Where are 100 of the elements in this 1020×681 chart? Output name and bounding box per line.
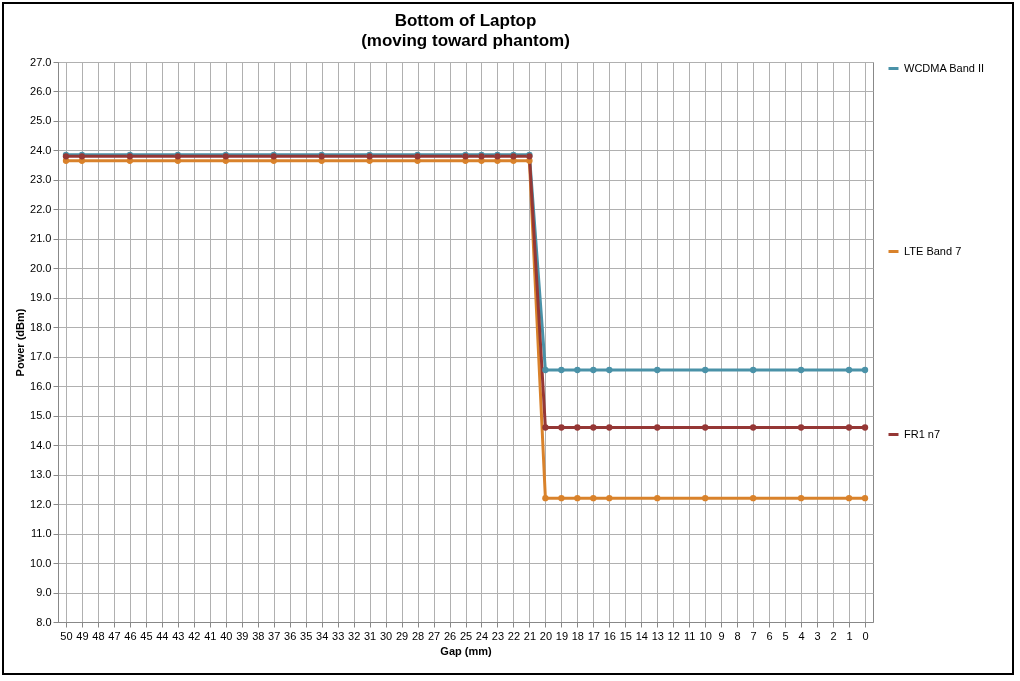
x-tick-label: 17 — [587, 629, 600, 642]
point — [590, 424, 597, 431]
x-axis-title: Gap (mm) — [440, 644, 492, 657]
x-tick-label: 35 — [300, 629, 313, 642]
point — [845, 424, 853, 431]
point — [845, 495, 853, 502]
y-axis-title: Power (dBm) — [14, 308, 27, 377]
point — [574, 366, 581, 374]
point — [542, 424, 549, 431]
x-tick-label: 34 — [316, 629, 329, 642]
x-tick-label: 50 — [60, 629, 73, 642]
point — [542, 495, 549, 502]
point — [558, 495, 565, 502]
x-tick-label: 16 — [603, 629, 616, 642]
x-tick-label: 40 — [220, 629, 233, 642]
x-tick-label: 37 — [268, 629, 281, 642]
y-tick-label: 26.0 — [30, 84, 52, 97]
x-tick-label: 31 — [363, 629, 377, 642]
x-tick-label: 45 — [140, 629, 153, 642]
point — [861, 495, 869, 502]
chart-subtitle: (moving toward phantom) — [361, 31, 570, 50]
point — [749, 366, 757, 374]
y-tick-label: 12.0 — [30, 497, 52, 510]
point — [606, 424, 613, 431]
point — [749, 495, 757, 502]
point — [590, 366, 597, 374]
x-tick-label: 3 — [814, 629, 821, 642]
x-tick-label: 23 — [491, 629, 505, 642]
y-tick-label: 21.0 — [30, 232, 52, 245]
x-tick-label: 32 — [348, 629, 361, 642]
y-tick-label: 23.0 — [30, 173, 52, 186]
x-tick-label: 15 — [619, 629, 632, 642]
point — [749, 424, 757, 431]
y-tick-label: 17.0 — [30, 350, 52, 363]
point — [606, 495, 613, 502]
x-tick-label: 38 — [252, 629, 265, 642]
x-tick-label: 18 — [571, 629, 584, 642]
x-tick-label: 33 — [332, 629, 345, 642]
point — [574, 424, 581, 431]
point — [606, 366, 613, 374]
y-tick-label: 13.0 — [30, 468, 52, 481]
x-tick-label: 46 — [124, 629, 137, 642]
point — [558, 366, 565, 374]
y-tick-label: 11.0 — [30, 527, 52, 540]
x-tick-label: 8 — [734, 629, 741, 642]
x-tick-label: 9 — [718, 629, 725, 642]
point — [845, 366, 853, 374]
y-tick-label: 27.0 — [30, 55, 52, 68]
point — [558, 424, 565, 431]
x-tick-label: 24 — [475, 629, 489, 642]
point — [702, 495, 709, 502]
x-tick-label: 19 — [555, 629, 569, 642]
x-tick-label: 4 — [798, 629, 805, 642]
point — [654, 424, 661, 431]
legend-label: WCDMA Band II — [904, 61, 985, 74]
point — [797, 424, 805, 431]
x-tick-label: 44 — [156, 629, 169, 642]
x-tick-label: 47 — [108, 629, 121, 642]
y-tick-label: 22.0 — [30, 202, 52, 215]
x-tick-label: 28 — [411, 629, 425, 642]
chart-title: Bottom of Laptop — [394, 11, 537, 30]
point — [702, 424, 709, 431]
x-tick-label: 7 — [750, 629, 757, 642]
x-tick-label: 1 — [846, 629, 853, 642]
point — [797, 366, 805, 374]
point — [861, 366, 869, 374]
x-tick-label: 22 — [507, 629, 521, 642]
x-tick-label: 48 — [92, 629, 105, 642]
x-tick-label: 43 — [172, 629, 185, 642]
x-tick-label: 27 — [427, 629, 441, 642]
x-tick-label: 6 — [766, 629, 773, 642]
y-tick-label: 24.0 — [30, 143, 52, 156]
x-tick-label: 39 — [236, 629, 249, 642]
x-tick-label: 36 — [284, 629, 297, 642]
x-tick-label: 21 — [523, 629, 537, 642]
y-tick-label: 20.0 — [30, 261, 52, 274]
y-tick-label: 15.0 — [30, 409, 52, 422]
point — [590, 495, 597, 502]
point — [574, 495, 581, 502]
x-tick-label: 12 — [667, 629, 680, 642]
y-tick-label: 16.0 — [30, 379, 52, 392]
x-tick-label: 13 — [651, 629, 664, 642]
x-tick-label: 30 — [379, 629, 393, 642]
y-tick-label: 10.0 — [30, 556, 52, 569]
legend-label: FR1 n7 — [904, 427, 941, 440]
point — [797, 495, 805, 502]
point — [654, 366, 661, 374]
y-tick-label: 25.0 — [30, 114, 52, 127]
x-tick-label: 5 — [782, 629, 789, 642]
y-tick-label: 19.0 — [30, 291, 52, 304]
x-tick-label: 25 — [459, 629, 473, 642]
x-tick-label: 42 — [188, 629, 201, 642]
y-tick-label: 18.0 — [30, 320, 52, 333]
x-tick-label: 11 — [684, 629, 696, 642]
point — [861, 424, 869, 431]
x-tick-label: 26 — [443, 629, 457, 642]
point — [654, 495, 661, 502]
point — [542, 366, 549, 374]
point — [702, 366, 709, 374]
x-tick-label: 41 — [204, 629, 217, 642]
